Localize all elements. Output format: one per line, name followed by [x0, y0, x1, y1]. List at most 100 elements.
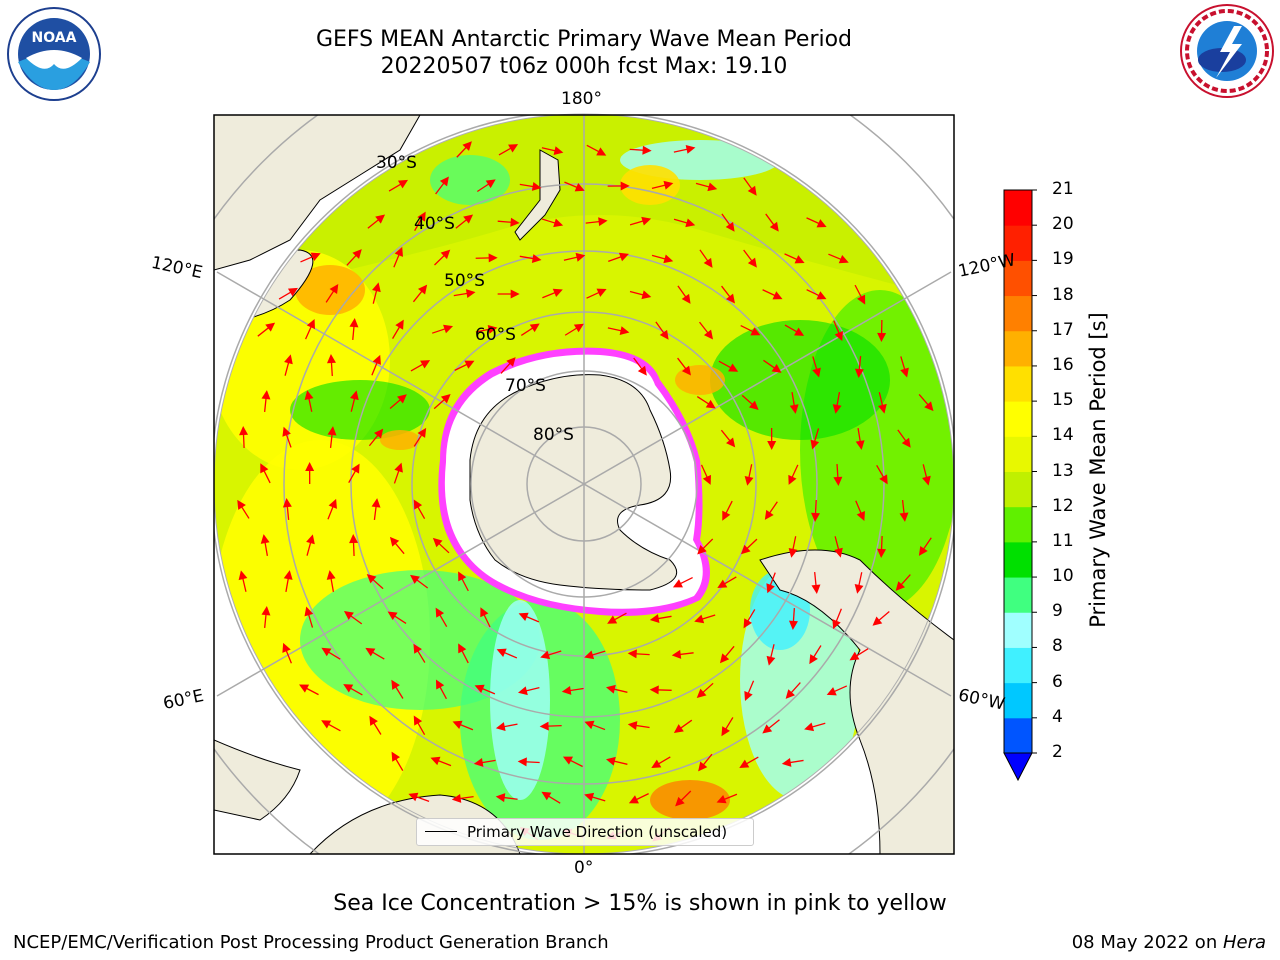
wave-arrow-head	[681, 365, 691, 376]
wave-arrow-head	[417, 427, 427, 438]
wave-arrow-head	[458, 571, 467, 582]
colorbar-tick-label: 14	[1052, 425, 1074, 446]
colorbar-segment	[1004, 682, 1032, 719]
colorbar-tick-label: 12	[1052, 495, 1074, 516]
wave-arrow-head	[397, 394, 407, 404]
wave-arrow-head	[673, 724, 684, 733]
wave-arrow-head	[725, 221, 735, 232]
wave-arrow-head	[750, 327, 761, 336]
wave-arrow-head	[260, 534, 270, 544]
footer-date-text: 08 May 2022 on	[1071, 932, 1223, 953]
wave-arrow-head	[895, 581, 906, 591]
wave-arrow-head	[812, 367, 821, 378]
wave-arrow-head	[705, 399, 716, 409]
wave-arrow-head	[321, 647, 332, 657]
wave-arrow-head	[487, 324, 498, 334]
wave-arrow-head	[924, 401, 934, 412]
wave-arrow-head	[394, 462, 403, 473]
wave-arrow-head	[306, 319, 315, 330]
wave-arrow-head	[395, 319, 404, 330]
wave-arrow-head	[771, 363, 782, 373]
wave-arrow-head	[726, 437, 736, 448]
wave-arrow-head	[725, 293, 735, 304]
colorbar-tick-label: 6	[1052, 671, 1063, 692]
colorbar-tick-label: 2	[1052, 742, 1063, 762]
wave-arrow-head	[826, 687, 837, 696]
wave-arrow-head	[703, 257, 713, 268]
wave-arrow-head	[326, 354, 336, 364]
wave-arrow-head	[649, 614, 660, 623]
wave-arrow-head	[772, 291, 783, 300]
wave-arrow-head	[541, 791, 552, 801]
wave-arrow-head	[485, 179, 496, 189]
wave-arrow-head	[832, 619, 841, 630]
legend-line-swatch	[425, 831, 457, 832]
lon-label-180: 180°	[561, 89, 602, 109]
wave-arrow-head	[697, 544, 707, 555]
wave-arrow-head	[327, 426, 337, 436]
wave-arrow-head	[620, 181, 630, 191]
wave-arrow-head	[517, 686, 528, 696]
wave-arrow-head	[387, 611, 398, 621]
sea-ice-note: Sea Ice Concentration > 15% is shown in …	[333, 891, 947, 916]
lat-label-30s: 30°S	[376, 153, 417, 173]
wave-arrow-head	[465, 289, 476, 298]
wave-arrow-head	[282, 642, 291, 653]
wave-arrow-head	[716, 794, 727, 804]
wave-arrow-head	[728, 363, 739, 372]
wave-arrow-head	[872, 616, 883, 626]
wave-arrow-head	[306, 534, 315, 545]
wave-arrow-head	[343, 610, 354, 620]
wave-arrow-head	[849, 651, 860, 661]
wave-arrow-head	[304, 606, 314, 617]
colorbar-tick-label: 11	[1052, 530, 1074, 551]
wave-arrow-head	[238, 570, 248, 581]
wave-arrow-head	[789, 404, 799, 414]
wave-arrow-head	[747, 257, 757, 268]
wave-arrow-head	[663, 180, 674, 190]
noaa-logo: NOAA	[7, 7, 101, 101]
lat-label-50s: 50°S	[444, 271, 485, 291]
wave-arrow-head	[573, 323, 584, 333]
wave-arrow-head	[744, 476, 754, 486]
wave-arrow-head	[321, 720, 332, 729]
wave-arrow-head	[329, 283, 339, 294]
wave-arrow-head	[637, 365, 647, 376]
wave-arrow-head	[788, 548, 798, 558]
colorbar-tick-label: 18	[1052, 284, 1074, 305]
wave-arrow-head	[899, 512, 909, 522]
wave-arrow-head	[857, 294, 866, 305]
wave-arrow-head	[343, 684, 354, 693]
wave-arrow-head	[781, 758, 792, 767]
lat-label-70s: 70°S	[505, 376, 546, 396]
wave-arrow-head	[553, 218, 564, 228]
wave-arrow-head	[239, 426, 249, 436]
colorbar-segment	[1004, 225, 1032, 261]
wave-arrow-head	[747, 185, 757, 196]
lat-label-80s: 80°S	[533, 425, 574, 445]
wave-arrow-head	[877, 332, 887, 342]
wave-arrow-head	[561, 685, 572, 695]
colorbar-tick-label: 21	[1052, 179, 1074, 199]
wave-arrow-head	[413, 643, 422, 654]
colorbar-segment	[1004, 190, 1032, 226]
wave-arrow-head	[598, 217, 608, 227]
wave-arrow-head	[833, 476, 843, 486]
wave-arrow-head	[464, 360, 475, 369]
wave-arrow-head	[642, 145, 652, 155]
wave-arrow-head	[675, 796, 685, 807]
wave-arrow-head	[283, 570, 293, 580]
wave-arrow-head	[605, 684, 616, 694]
wave-arrow-head	[495, 793, 506, 803]
wave-arrow-head	[627, 649, 637, 659]
colorbar-segment	[1004, 260, 1032, 297]
colorbar-segment	[1004, 647, 1032, 684]
wave-arrow-head	[717, 579, 728, 589]
lon-label-0: 0°	[574, 858, 594, 878]
wave-arrow-head	[811, 512, 820, 522]
wave-arrow-head	[351, 463, 360, 474]
wave-arrow-head	[443, 324, 454, 334]
wave-arrow-head	[440, 394, 451, 404]
wave-arrow-head	[517, 757, 527, 767]
wave-arrow-head	[918, 545, 928, 556]
